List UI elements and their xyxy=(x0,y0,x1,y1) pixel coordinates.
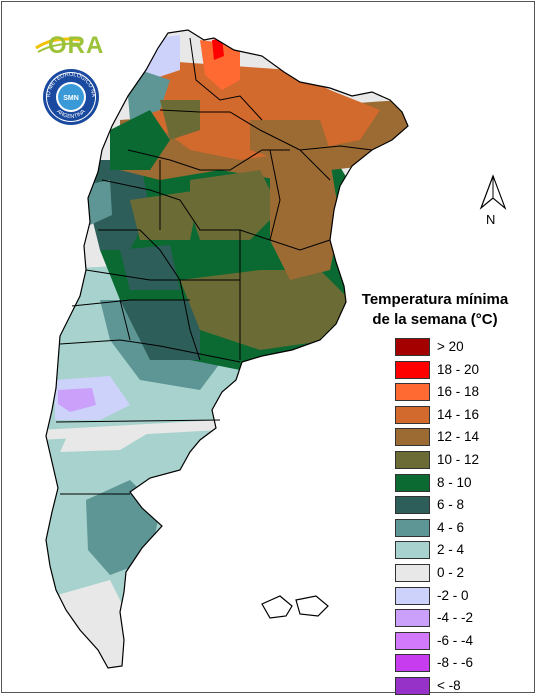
legend-item: 12 - 14 xyxy=(395,428,535,450)
legend-item: -4 - -2 xyxy=(395,609,535,631)
legend-swatch xyxy=(395,338,430,356)
legend-item: -2 - 0 xyxy=(395,586,535,609)
legend-item: 8 - 10 xyxy=(395,473,535,496)
legend-swatch xyxy=(395,518,430,537)
legend-item: 6 - 8 xyxy=(395,496,535,518)
legend-label: 6 - 8 xyxy=(437,497,465,513)
legend-label: 14 - 16 xyxy=(437,406,480,422)
legend-swatch xyxy=(395,677,430,695)
legend-swatch xyxy=(395,631,430,650)
legend-label: -6 - -4 xyxy=(437,632,474,648)
legend-item: > 20 xyxy=(395,338,535,360)
legend-label: 10 - 12 xyxy=(437,452,480,467)
legend-label: 2 - 4 xyxy=(437,542,465,558)
legend-label: 12 - 14 xyxy=(437,429,480,445)
legend-swatch xyxy=(395,383,430,402)
legend-label: 18 - 20 xyxy=(437,361,480,377)
legend-swatch xyxy=(395,428,430,447)
legend-label: 0 - 2 xyxy=(437,565,465,580)
legend-label: 8 - 10 xyxy=(437,474,472,490)
legend-label: -8 - -6 xyxy=(437,655,474,671)
legend-swatch xyxy=(395,405,430,424)
ora-logo-text: ORA xyxy=(48,32,105,59)
legend-title-line-1: Temperatura mínima xyxy=(361,291,509,308)
legend-label: < -8 xyxy=(437,678,461,693)
legend-item: -8 - -6 xyxy=(395,654,535,676)
legend-item: -6 - -4 xyxy=(395,631,535,654)
legend-label: 16 - 18 xyxy=(437,384,480,400)
legend-item: 18 - 20 xyxy=(395,360,535,383)
legend-swatch xyxy=(395,564,430,582)
legend-item: 14 - 16 xyxy=(395,405,535,428)
north-arrow: N xyxy=(478,174,508,230)
legend-label: > 20 xyxy=(437,339,464,354)
legend-item: 4 - 6 xyxy=(395,518,535,541)
smn-center-text: SMN xyxy=(63,95,79,102)
globe-icon xyxy=(58,84,84,110)
legend-swatch xyxy=(395,451,430,469)
svg-text:ARGENTINA: ARGENTINA xyxy=(55,108,87,120)
legend-swatch xyxy=(395,360,430,379)
legend-item: 0 - 2 xyxy=(395,564,535,586)
province-borders xyxy=(45,29,409,669)
smn-logo: SERVICIO METEOROLÓGICO NACIONAL ARGENTIN… xyxy=(40,64,100,126)
north-letter: N xyxy=(486,212,496,227)
legend-swatch xyxy=(395,609,430,628)
smn-bottom-text: ARGENTINA xyxy=(55,108,87,120)
legend-label: -2 - 0 xyxy=(437,587,469,603)
ora-swoosh-icon xyxy=(35,37,83,53)
legend-title-line-2: de la semana (°C) xyxy=(372,311,498,328)
legend-swatch xyxy=(395,496,430,515)
legend-label: 4 - 6 xyxy=(437,519,465,535)
legend-item: 2 - 4 xyxy=(395,541,535,563)
legend-swatch xyxy=(395,654,430,673)
malvinas-islands xyxy=(261,595,329,619)
legend-item: < -8 xyxy=(395,677,535,699)
legend-swatch xyxy=(395,541,430,560)
ora-logo: ORA xyxy=(34,30,105,59)
legend-item: 10 - 12 xyxy=(395,451,535,473)
legend-swatch xyxy=(395,473,430,492)
north-arrow-icon xyxy=(479,174,507,210)
legend-label: -4 - -2 xyxy=(437,610,474,626)
legend: Temperatura mínima de la semana (°C) > 2… xyxy=(340,290,530,695)
legend-swatch xyxy=(395,586,430,605)
legend-item: 16 - 18 xyxy=(395,383,535,405)
